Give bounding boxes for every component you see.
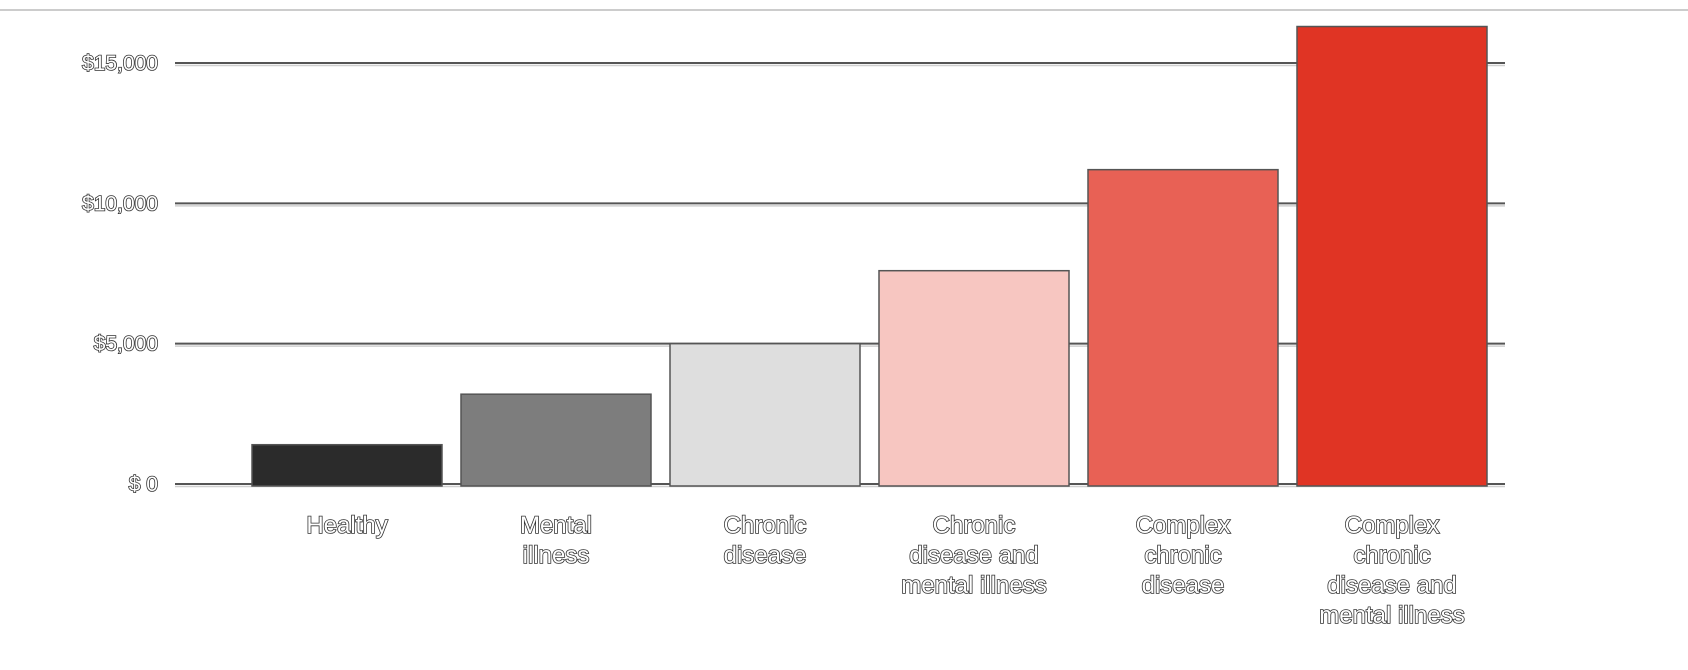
- category-label-line: Chronic: [933, 512, 1016, 539]
- y-tick-label: $5,000: [94, 333, 158, 356]
- y-tick-label: $15,000: [82, 52, 158, 75]
- bar: [878, 269, 1070, 487]
- category-label-line: chronic: [1144, 542, 1221, 569]
- category-label-line: disease and: [1327, 572, 1456, 599]
- category-label-line: Complex: [1345, 512, 1440, 539]
- category-label-line: illness: [523, 542, 590, 569]
- category-label-line: disease: [724, 542, 807, 569]
- category-label-line: disease: [1142, 572, 1225, 599]
- category-label: Healthy: [306, 512, 387, 539]
- bar: [1087, 168, 1279, 487]
- bar: [1296, 25, 1488, 487]
- y-tick-label: $ 0: [129, 473, 158, 496]
- category-label-line: mental illness: [901, 572, 1046, 599]
- category-label: Mental illness: [520, 512, 592, 569]
- category-label-line: Complex: [1136, 512, 1231, 539]
- category-label: Chronic disease: [724, 512, 807, 569]
- category-label-line: Healthy: [306, 512, 387, 539]
- y-axis-ticks: $ 0 $5,000 $10,000 $15,000: [81, 51, 159, 497]
- category-label-line: disease and: [909, 542, 1038, 569]
- category-label-line: Mental: [520, 512, 592, 539]
- bar: [460, 393, 652, 487]
- category-label-line: Chronic: [724, 512, 807, 539]
- bars: [251, 25, 1488, 487]
- category-label: Complex chronic disease: [1136, 512, 1231, 599]
- bar: [669, 342, 861, 487]
- bar: [251, 443, 443, 487]
- category-label-line: mental illness: [1319, 602, 1464, 629]
- category-label-line: chronic: [1353, 542, 1430, 569]
- category-label: Complex chronic disease and mental illness: [1319, 512, 1464, 629]
- y-tick-label: $10,000: [82, 192, 158, 215]
- category-label: Chronic disease and mental illness: [901, 512, 1046, 599]
